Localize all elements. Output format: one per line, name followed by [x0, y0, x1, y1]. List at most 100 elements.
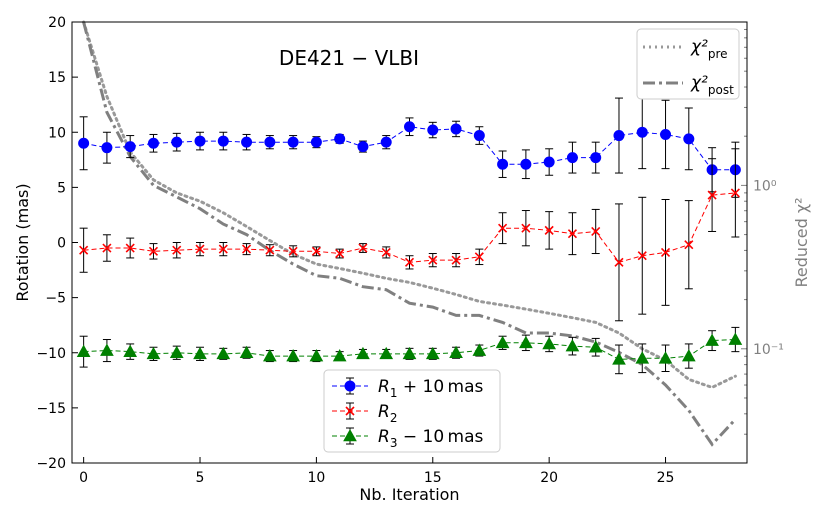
legend-label-sub: 3: [390, 436, 398, 450]
y2-tick-label: 10⁰: [753, 178, 777, 194]
chi2_pre-line: [82, 20, 737, 390]
data-point: [473, 130, 485, 142]
data-point: [404, 121, 415, 133]
y-tick-label: 15: [48, 70, 66, 86]
data-point: [660, 128, 672, 140]
marker-stroke: [567, 229, 577, 239]
data-point: [217, 135, 229, 147]
y-tick-label: −5: [45, 291, 66, 307]
data-point: [146, 346, 161, 360]
data-point: [218, 244, 228, 254]
marker-stroke: [102, 243, 112, 253]
y-tick-label: 20: [48, 15, 66, 31]
data-point: [614, 257, 624, 267]
data-point: [590, 152, 602, 164]
data-point: [358, 243, 368, 253]
marker-stroke: [451, 255, 461, 265]
legend-marker: [343, 428, 357, 442]
data-point: [309, 349, 324, 362]
data-point: [76, 344, 91, 357]
marker-stroke: [345, 406, 355, 416]
y2-tick-label: 10⁻¹: [753, 342, 784, 358]
x-axis-label: Nb. Iteration: [359, 485, 459, 504]
legend-label-main: R: [378, 427, 390, 447]
chart-title: DE421 − VLBI: [279, 46, 419, 70]
data-point: [728, 332, 743, 345]
marker-stroke: [521, 223, 531, 233]
data-point: [193, 346, 207, 360]
data-point: [497, 158, 509, 170]
data-point: [613, 130, 625, 142]
data-point: [334, 133, 346, 145]
data-point: [521, 223, 531, 233]
data-point: [380, 136, 392, 148]
data-point: [425, 346, 440, 360]
data-point: [565, 339, 580, 352]
data-point: [520, 158, 532, 170]
data-point: [472, 343, 487, 356]
legend-label-rest: + 10 mas: [397, 377, 483, 397]
marker-stroke: [335, 248, 345, 259]
x-tick-label: 5: [196, 470, 205, 486]
series-3: [76, 326, 743, 375]
data-point: [451, 255, 461, 265]
data-point: [379, 346, 394, 360]
data-point: [402, 346, 417, 360]
data-point: [567, 229, 577, 239]
x-tick-label: 25: [657, 470, 675, 486]
data-point: [102, 243, 112, 253]
data-point: [495, 335, 510, 349]
legend-label-main: R: [378, 377, 390, 397]
data-point: [498, 223, 508, 233]
data-point: [171, 136, 183, 148]
data-point: [123, 344, 138, 357]
data-point: [311, 246, 321, 256]
marker-stroke: [265, 245, 275, 255]
data-point: [169, 345, 184, 359]
data-point: [242, 244, 252, 254]
data-point: [148, 246, 159, 256]
data-point: [100, 343, 114, 356]
data-point: [357, 141, 369, 153]
data-point: [544, 225, 554, 235]
marker-stroke: [428, 255, 438, 265]
marker-stroke: [358, 243, 368, 253]
legend-label: R3 − 10 mas: [378, 427, 484, 450]
data-point: [591, 226, 601, 237]
data-point: [543, 156, 555, 168]
marker-stroke: [125, 243, 135, 253]
data-point: [172, 245, 182, 255]
legend-label: R1 + 10 mas: [378, 377, 484, 400]
marker-stroke: [684, 240, 694, 250]
data-point: [332, 349, 347, 362]
data-point: [637, 251, 647, 261]
series-layer: [76, 95, 743, 375]
marker-stroke: [637, 251, 647, 261]
y-tick-label: −15: [36, 401, 66, 417]
data-point: [684, 240, 694, 250]
data-point: [636, 126, 648, 138]
marker-stroke: [311, 246, 321, 256]
y-tick-label: −10: [36, 346, 66, 362]
data-point: [262, 349, 277, 362]
x-tick-label: 20: [540, 470, 558, 486]
data-point: [101, 142, 113, 154]
data-point: [683, 133, 695, 145]
data-point: [239, 345, 254, 359]
marker-stroke: [591, 226, 601, 237]
data-point: [705, 333, 719, 346]
marker-stroke: [381, 247, 391, 257]
y-tick-label: 10: [48, 125, 66, 141]
data-point: [194, 135, 206, 147]
data-point: [519, 335, 533, 349]
x-tick-label: 15: [424, 470, 442, 486]
data-point: [730, 188, 740, 198]
data-point: [660, 247, 671, 257]
marker-stroke: [79, 245, 89, 255]
legend-main-box: [323, 369, 501, 453]
data-point: [681, 349, 696, 362]
legend-label-sub: 2: [390, 411, 398, 425]
y-axis: −20 −15 −10 −5 0 5 10 15 20: [36, 15, 78, 472]
